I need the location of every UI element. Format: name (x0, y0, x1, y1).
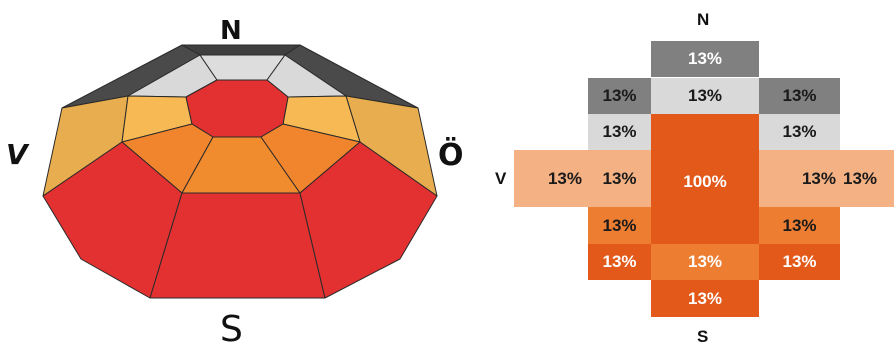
dome-north-outer-center (181, 44, 301, 56)
grid-cell-south-bottom: 13% (651, 280, 759, 317)
compass-west-label: V (6, 138, 28, 171)
grid-cell-northwest: 13% (588, 78, 651, 114)
grid-west-label: V (495, 169, 507, 188)
compass-north-label: N (220, 16, 242, 46)
grid-cell-west-mid: 13% (588, 150, 651, 207)
grid-cell-north-top: 13% (651, 41, 759, 77)
grid-cell-southwest: 13% (588, 244, 651, 280)
grid-north-label: N (697, 10, 710, 29)
compass-south-label: S (220, 309, 243, 350)
grid-cell-south: 13% (651, 244, 759, 280)
grid-cell-southwest-inner: 13% (588, 207, 651, 244)
grid-cell-east-inner: 13% (759, 114, 840, 150)
grid-cell-east-mid: 13% (759, 150, 840, 207)
grid-cell-southeast-inner: 13% (759, 207, 840, 244)
grid-cell-southeast: 13% (759, 244, 840, 280)
grid-cell-northeast: 13% (759, 78, 840, 114)
dome-top-octagon (185, 79, 289, 138)
dome-diagram (42, 44, 438, 299)
grid-cell-west-inner: 13% (588, 114, 651, 150)
compass-east-label: Ö (438, 138, 464, 173)
grid-cell-east-far: 13% (840, 150, 894, 207)
grid-cell-west-far: 13% (514, 150, 588, 207)
grid-south-label: S (697, 327, 709, 346)
grid-cell-north: 13% (651, 78, 759, 114)
dome-lower-east (299, 141, 438, 299)
